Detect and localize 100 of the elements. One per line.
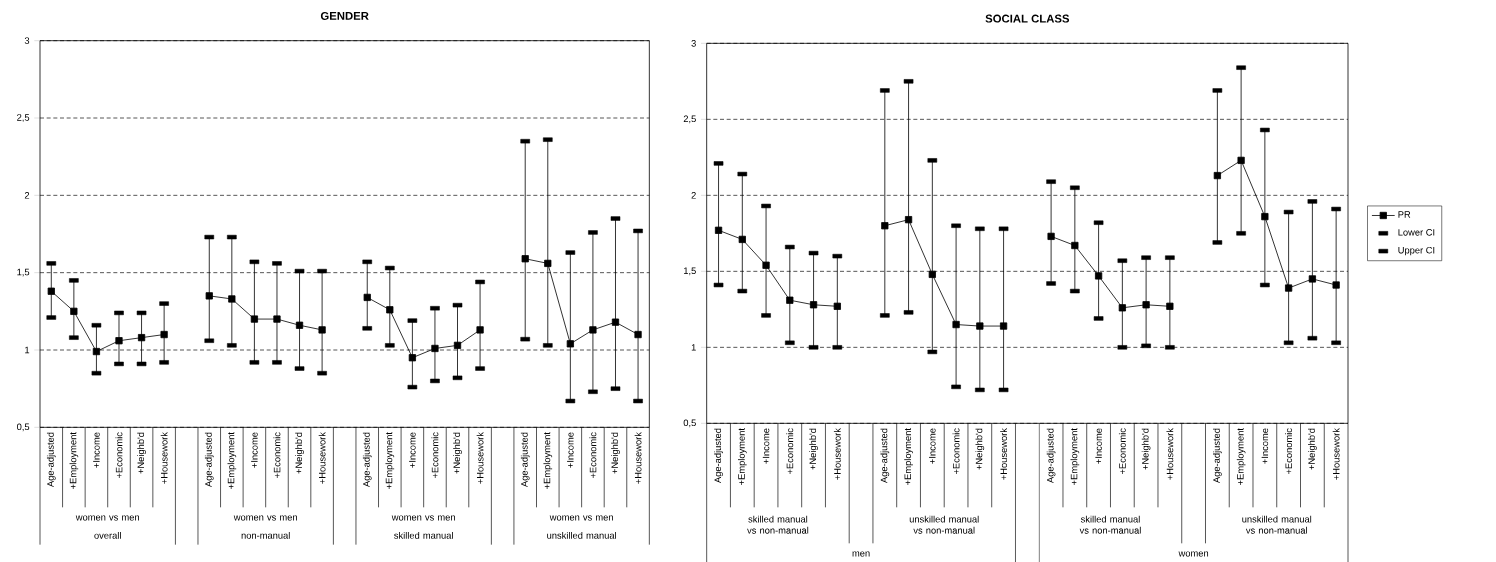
point [386, 306, 394, 314]
x-tick-label: +Economic [952, 428, 960, 475]
y-tick-label: 3 [691, 40, 696, 47]
point [476, 326, 484, 334]
point [1118, 304, 1126, 312]
x-tick-label: +Housework [160, 432, 168, 484]
x-tick-label: +Neighb'd [975, 428, 985, 470]
point [611, 318, 620, 326]
point [566, 340, 574, 348]
x-tick-label: +Income [762, 428, 770, 464]
point [1285, 284, 1293, 292]
x-tick-label: +Neighb'd [295, 432, 304, 474]
text: women vs men [549, 515, 613, 521]
y-tick-label: 2 [691, 192, 696, 199]
point [250, 315, 258, 323]
x-tick-label: +Employment [904, 428, 913, 485]
x-tick-label: +Income [567, 432, 574, 468]
point [762, 261, 770, 269]
point [453, 341, 462, 349]
x-tick-label: +Economic [273, 432, 281, 479]
x-tick-label: Age-adjusted [204, 432, 214, 488]
x-tick-label: +Neighb'd [1308, 428, 1317, 470]
x-tick-label: +Neighb'd [453, 432, 462, 474]
point [904, 216, 913, 224]
x-tick-label: +Income [929, 428, 936, 464]
point [318, 326, 326, 334]
point [1095, 272, 1103, 280]
point [1237, 156, 1245, 164]
point [786, 296, 794, 304]
x-tick-label: +Economic [431, 432, 439, 479]
x-tick-label: +Economic [115, 432, 123, 479]
point [47, 287, 55, 295]
x-tick-label: +Housework [476, 432, 484, 484]
x-tick-label: +Housework [318, 432, 326, 484]
point [809, 301, 818, 309]
point [160, 330, 168, 339]
text: women vs men [233, 515, 297, 521]
x-tick-label: +Neighb'd [137, 432, 146, 474]
point [881, 222, 889, 230]
point [928, 270, 936, 278]
x-tick-label: +Income [93, 432, 100, 468]
x-tick-label: +Housework [1000, 428, 1008, 480]
y-tick-label: 1 [25, 346, 30, 354]
point [115, 337, 123, 345]
point [1261, 213, 1269, 221]
x-tick-label: +Employment [1236, 428, 1246, 485]
point [544, 259, 552, 267]
legend-label: Upper CI [1398, 246, 1435, 256]
point [137, 334, 146, 342]
x-tick-label: +Housework [634, 432, 642, 484]
x-tick-label: Age-adjusted [46, 432, 56, 488]
point [634, 330, 642, 339]
x-tick-label: +Employment [385, 432, 395, 489]
x-tick-label: +Income [409, 432, 416, 468]
text: skilled manual vs non-manual [747, 515, 809, 534]
x-tick-label: +Employment [737, 428, 747, 485]
point [363, 293, 371, 302]
text: men [852, 551, 870, 557]
y-tick-label: 1,5 [684, 267, 696, 276]
text: skilled manual vs non-manual [1079, 515, 1141, 534]
x-tick-label: +Income [1095, 428, 1102, 464]
point [999, 322, 1008, 330]
x-tick-label: Age-adjusted [1213, 428, 1222, 484]
x-tick-label: +Economic [589, 432, 597, 479]
point [205, 292, 213, 300]
y-tick-label: 2,5 [683, 115, 696, 124]
text: non-manual [241, 531, 290, 539]
point [273, 315, 281, 323]
point [295, 321, 304, 329]
text: overall [94, 531, 121, 539]
point [976, 322, 984, 330]
point [1308, 275, 1316, 283]
x-tick-label: +Housework [1332, 428, 1340, 480]
x-tick-label: Age-adjusted [1046, 428, 1056, 484]
y-tick-label: 2,5 [17, 114, 30, 122]
x-tick-label: Age-adjusted [880, 428, 890, 484]
point [1213, 171, 1221, 180]
x-tick-label: +Economic [1118, 428, 1126, 475]
x-tick-label: +Housework [833, 428, 841, 480]
y-tick-label: 1 [691, 344, 696, 351]
x-tick-label: +Employment [69, 432, 79, 489]
x-tick-label: +Neighb'd [611, 432, 620, 474]
point [431, 344, 439, 353]
x-tick-label: Age-adjusted [362, 432, 372, 488]
chart-title: GENDER [320, 11, 369, 20]
y-tick-label: 0,5 [16, 423, 30, 432]
text: women vs men [391, 515, 455, 521]
point [70, 307, 78, 315]
x-tick-label: +Income [1261, 428, 1269, 464]
text: women [1178, 551, 1209, 557]
x-tick-label: +Economic [1285, 428, 1293, 475]
point [714, 226, 723, 234]
legend-label: Lower CI [1398, 229, 1435, 236]
text: unskilled manual [547, 531, 616, 539]
x-tick-label: +Income [251, 432, 258, 468]
text: unskilled manual vs non-manual [1242, 515, 1312, 534]
x-tick-label: Age-adjusted [714, 428, 723, 484]
point [408, 354, 416, 362]
point [521, 255, 529, 263]
x-tick-label: +Economic [786, 428, 794, 475]
